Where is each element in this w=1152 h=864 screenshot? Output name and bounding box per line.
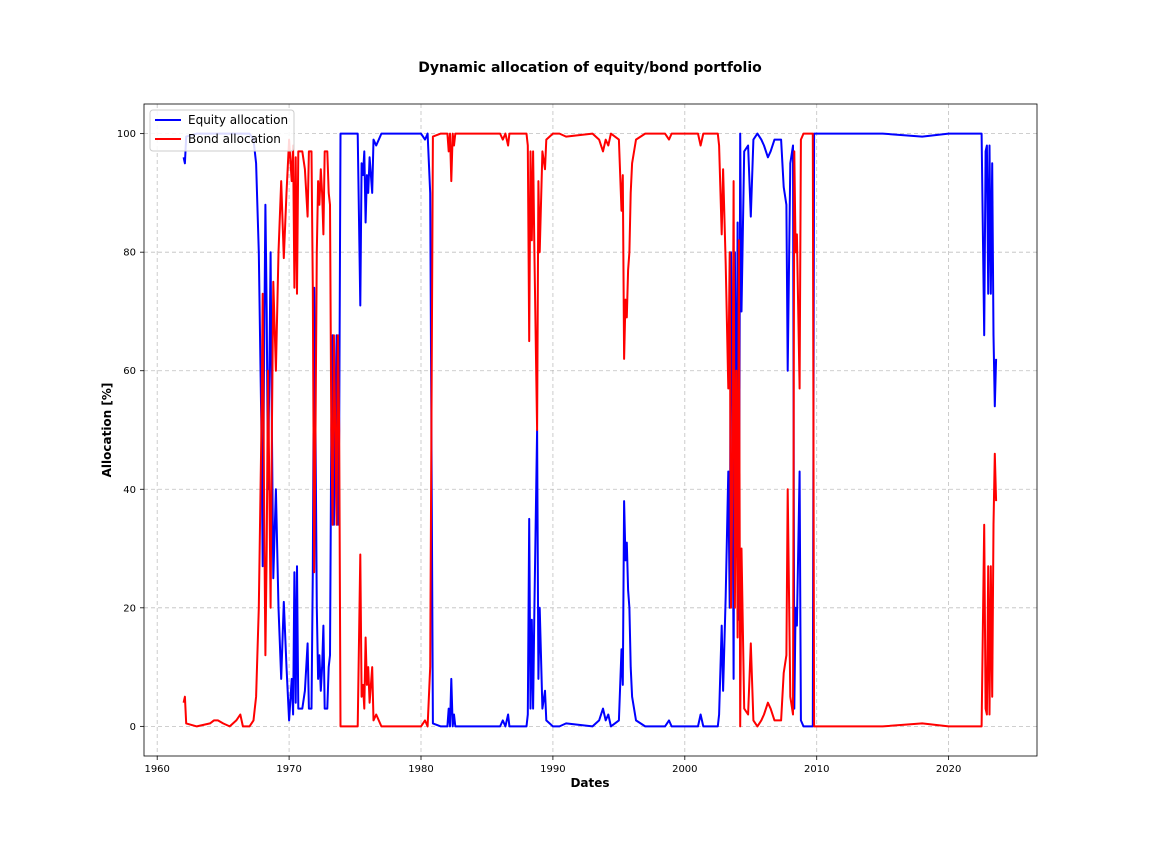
- equity-allocation-line: [182, 132, 998, 728]
- plot-frame: [143, 103, 1038, 757]
- x-tick-label: 1990: [540, 764, 565, 775]
- series-lines: [182, 132, 998, 728]
- y-tick-label: 100: [117, 129, 136, 140]
- x-tick-label: 1960: [144, 764, 169, 775]
- y-tick-label: 80: [123, 248, 136, 259]
- x-tick-label: 2010: [804, 764, 829, 775]
- legend-box: [149, 109, 295, 152]
- y-tick-label: 0: [130, 722, 136, 733]
- y-tick-label: 20: [123, 603, 136, 614]
- legend-label-bond: Bond allocation: [188, 132, 281, 146]
- x-tick-label: 1970: [276, 764, 301, 775]
- legend-label-equity: Equity allocation: [188, 113, 288, 127]
- x-tick-label: 1980: [408, 764, 433, 775]
- y-tick-label: 60: [123, 366, 136, 377]
- axis-ticks: 1960 1970 1980 1990 2000 2010 2020 0 20 40 60 80 100: [117, 129, 961, 775]
- x-tick-label: 2020: [936, 764, 961, 775]
- chart-title: Dynamic allocation of equity/bond portfo…: [418, 60, 762, 76]
- y-axis-label: Allocation [%]: [100, 383, 114, 478]
- legend: Equity allocation Bond allocation: [149, 109, 295, 152]
- y-tick-label: 40: [123, 485, 136, 496]
- x-axis-label: Dates: [570, 776, 609, 790]
- bond-allocation-line: [182, 132, 998, 728]
- x-tick-label: 2000: [672, 764, 697, 775]
